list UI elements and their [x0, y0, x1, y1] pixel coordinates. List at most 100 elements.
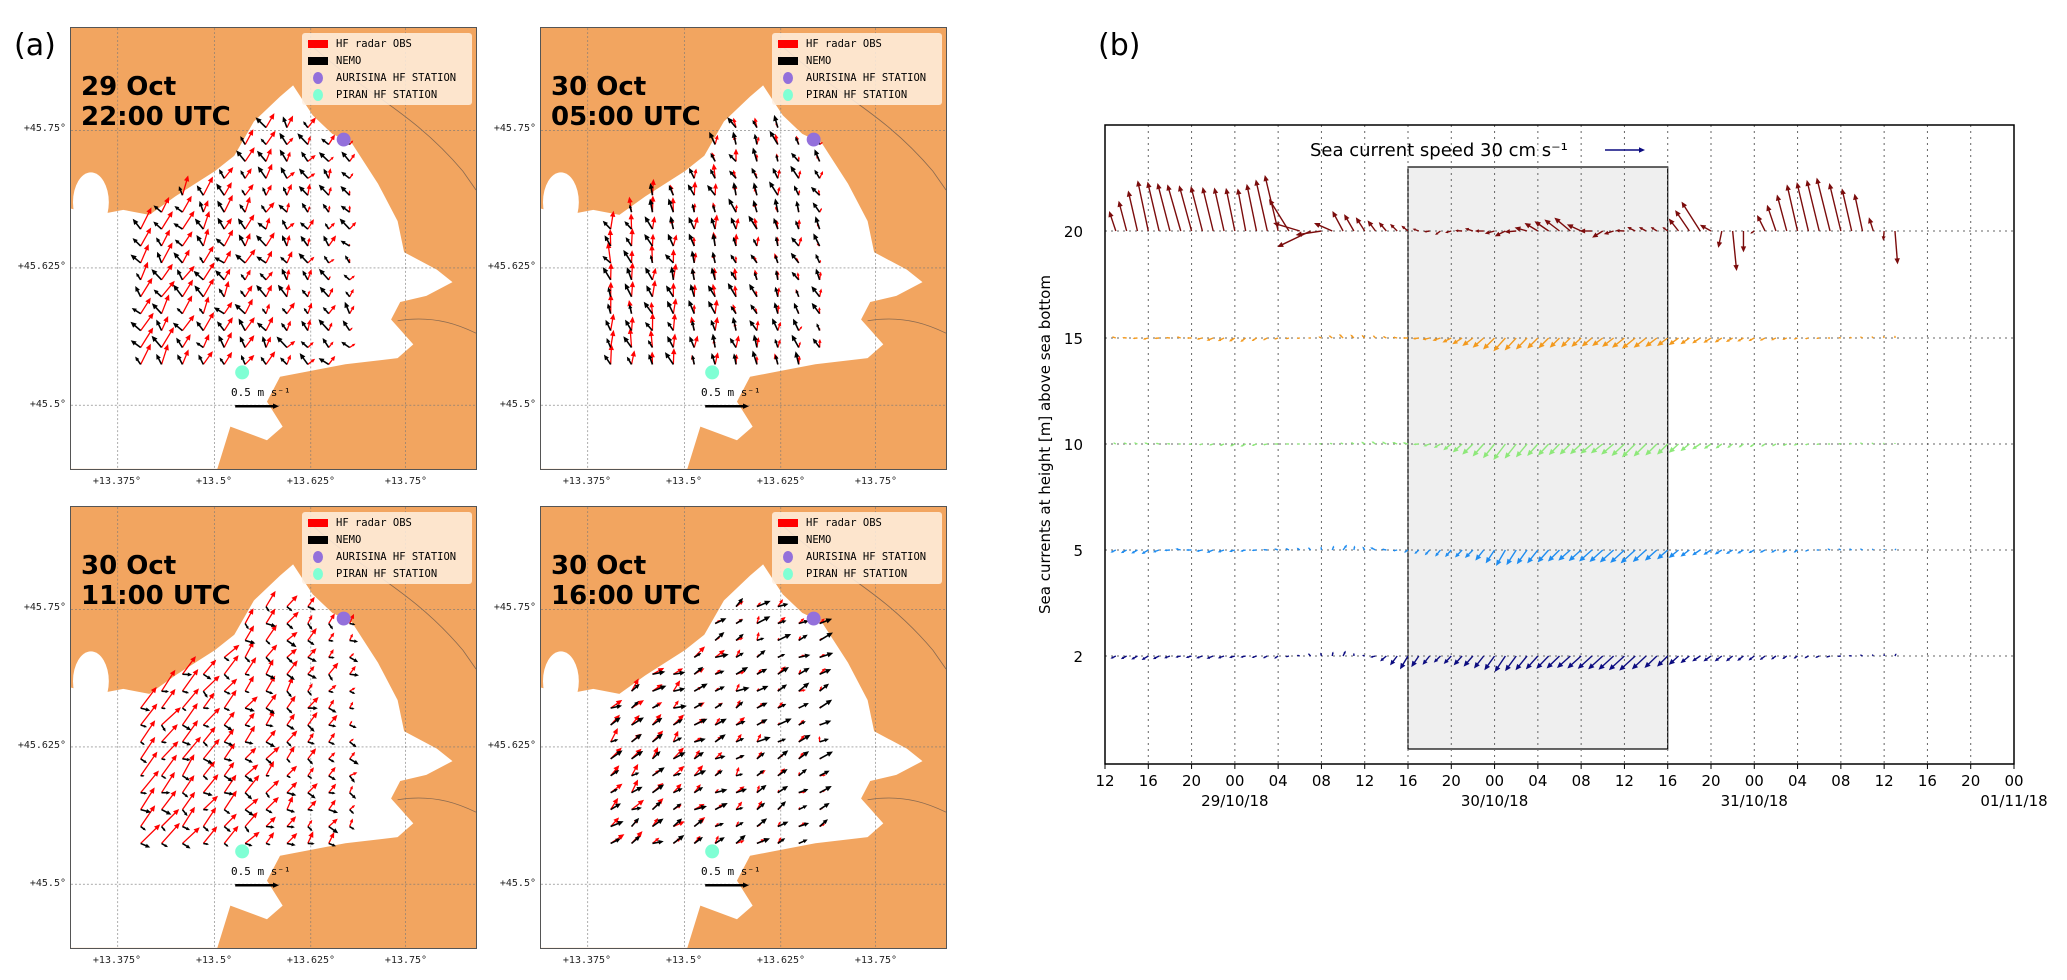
map-title: 30 Oct 16:00 UTC	[551, 551, 701, 611]
current-vector-head	[1484, 230, 1490, 235]
nemo-arrow-head	[173, 284, 179, 291]
current-vector-head	[1644, 661, 1651, 668]
obs-arrow-head	[310, 648, 317, 655]
obs-arrow-head	[330, 783, 337, 790]
nemo-arrow-head	[196, 185, 202, 192]
scale-arrow	[235, 403, 279, 409]
current-vector	[1255, 182, 1269, 232]
nemo-arrow-head	[142, 775, 145, 777]
nemo-arrow-head	[825, 786, 832, 792]
current-vector-head	[1579, 228, 1586, 234]
aurisina-station-marker	[336, 611, 351, 626]
nemo-arrow-head	[351, 794, 357, 799]
aurisina-station-marker	[806, 611, 821, 626]
current-vector-head	[1329, 442, 1331, 445]
obs-arrow-head	[291, 730, 298, 737]
obs-arrow-head	[209, 262, 215, 269]
obs-arrow-head	[246, 269, 251, 276]
sea-area	[71, 85, 453, 469]
obs-arrow-head	[204, 228, 210, 235]
obs-arrow-head	[822, 773, 827, 777]
obs-arrow-head	[350, 288, 354, 294]
obs-arrow-head	[327, 168, 332, 174]
current-vector-head	[1185, 655, 1189, 659]
current-vector	[1333, 213, 1344, 232]
obs-arrow-head	[188, 775, 195, 782]
x-tick-label: 16	[1918, 772, 1937, 790]
obs-arrow	[181, 738, 200, 760]
current-vector-head	[1536, 662, 1543, 669]
obs-arrow-head	[193, 688, 199, 695]
obs-arrow-head	[613, 817, 620, 824]
current-vector-head	[1662, 227, 1666, 230]
current-vector-head	[1401, 225, 1406, 230]
obs-arrow	[140, 807, 154, 827]
obs-arrow-head	[287, 354, 292, 360]
nemo-arrow-head	[311, 607, 316, 611]
lat-label: +45.625°	[17, 261, 66, 272]
legend-aurisina-swatch	[783, 72, 793, 84]
current-vector-head	[1433, 444, 1438, 448]
obs-arrow	[265, 627, 276, 641]
x-tick-label: 04	[1788, 772, 1807, 790]
obs-arrow-head	[350, 173, 354, 177]
nemo-arrow-head	[354, 639, 359, 643]
obs-arrow-head	[352, 687, 356, 691]
legend-obs: HF radar OBS	[308, 36, 412, 52]
date-label: 29/10/18	[1201, 792, 1268, 810]
obs-arrow-head	[149, 736, 156, 744]
obs-arrow-head	[736, 683, 740, 688]
current-vector-head	[1318, 336, 1320, 338]
obs-arrow-head	[286, 234, 291, 241]
nemo-arrow-head	[794, 351, 800, 358]
current-vector-head	[1894, 335, 1896, 337]
x-tick-label: 00	[1745, 772, 1764, 790]
current-vector-head	[1189, 186, 1195, 193]
obs-arrow-head	[330, 799, 336, 806]
obs-arrow-head	[146, 207, 152, 214]
current-vector-head	[1853, 193, 1859, 201]
legend-aurisina: AURISINA HF STATION	[778, 549, 926, 565]
nemo-arrow-head	[667, 198, 673, 206]
nemo-arrow-head	[689, 167, 694, 174]
obs-arrow-head	[693, 335, 699, 342]
nemo-arrow-head	[602, 220, 608, 227]
current-vector-head	[1402, 442, 1406, 445]
current-vector-head	[1285, 548, 1288, 550]
nemo-arrow-head	[667, 233, 673, 241]
border-line	[397, 797, 476, 813]
nemo-arrow-head	[143, 724, 148, 728]
obs-arrow-head	[268, 659, 274, 666]
obs-arrow	[140, 754, 156, 777]
nemo-arrow-head	[772, 318, 778, 325]
obs-arrow	[161, 811, 178, 827]
current-vector-head	[1548, 448, 1555, 456]
nemo-arrow-head	[709, 131, 715, 139]
obs-arrow-head	[226, 351, 233, 359]
nemo-arrow-head	[340, 205, 347, 211]
nemo-arrow-head	[130, 340, 137, 346]
current-vector-head	[1217, 655, 1222, 659]
obs-arrow-head	[740, 840, 745, 844]
obs-arrow-head	[351, 804, 356, 809]
nemo-arrow-head	[331, 776, 336, 781]
scale-arrow	[235, 882, 279, 888]
obs-arrow	[160, 329, 173, 348]
current-vector	[1816, 180, 1831, 232]
obs-arrow-head	[270, 590, 276, 598]
current-vector-head	[1761, 444, 1764, 447]
nemo-arrow-head	[323, 168, 328, 175]
current-vector-head	[1473, 662, 1480, 669]
scale-label: 0.5 m s⁻¹	[701, 865, 761, 878]
nemo-arrow-head	[814, 169, 819, 175]
lat-label: +45.75°	[493, 123, 536, 134]
current-vector-head	[1504, 229, 1511, 234]
nemo-arrow-head	[774, 286, 779, 292]
nemo-arrow-head	[606, 338, 611, 344]
nemo-arrow-head	[701, 683, 708, 689]
current-vector-head	[1804, 656, 1807, 659]
obs-arrow-head	[819, 686, 822, 689]
nemo-arrow-head	[728, 198, 734, 205]
current-vector-head	[1894, 442, 1896, 444]
nemo-arrow-head	[345, 291, 349, 295]
